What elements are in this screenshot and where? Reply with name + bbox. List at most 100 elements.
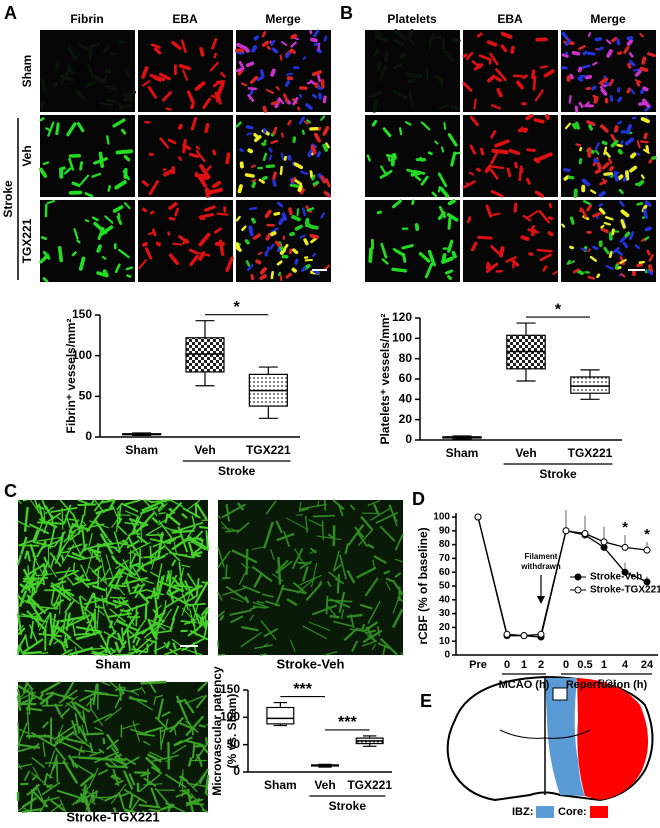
micrograph-detail (237, 247, 240, 250)
micrograph-detail (247, 261, 249, 265)
micrograph-detail (386, 54, 388, 61)
micrograph-detail (247, 127, 252, 128)
micrograph-detail (56, 64, 57, 70)
micrograph-detail (168, 233, 169, 235)
micrograph-detail (310, 226, 317, 227)
micrograph-detail (609, 159, 611, 163)
micrograph-detail (199, 725, 206, 726)
micrograph-detail (144, 244, 146, 245)
micrograph-detail (45, 763, 68, 764)
micrograph-detail (300, 95, 301, 97)
y-axis-label: rCBF (% of baseline) (416, 527, 430, 644)
micrograph-detail (615, 175, 617, 180)
micrograph-detail (587, 77, 590, 78)
micrograph-detail (379, 63, 380, 69)
micrograph-detail (616, 265, 617, 268)
micrograph-detail (603, 229, 608, 231)
micrograph-detail (313, 176, 315, 180)
group-label: Stroke (218, 464, 256, 478)
micrograph-detail (261, 276, 265, 278)
micrograph-detail (454, 40, 459, 41)
micrograph-detail (267, 212, 270, 217)
micrograph-detail (443, 255, 444, 261)
y-tick-label: 70 (439, 553, 451, 564)
micrograph-detail (41, 118, 43, 120)
micrograph-detail (370, 249, 371, 261)
micrograph-detail (474, 100, 475, 109)
micrograph-detail (197, 147, 199, 149)
micrograph-detail (37, 613, 38, 623)
core-swatch (590, 806, 608, 818)
x-tick-label: Sham (264, 778, 297, 792)
micrograph-detail (250, 227, 251, 234)
micrograph-detail (180, 126, 181, 128)
micrograph-detail (571, 76, 572, 78)
micrograph-detail (57, 124, 58, 134)
micrograph-detail (478, 169, 480, 170)
micrograph-detail (584, 52, 585, 53)
micrograph-detail (493, 151, 506, 152)
micrograph-detail (498, 90, 501, 96)
micrograph-detail (563, 55, 567, 57)
micrograph-detail (610, 252, 611, 256)
micrograph-detail (595, 98, 596, 102)
micrograph-detail (594, 214, 600, 216)
micrograph-detail (516, 163, 517, 166)
micrograph-detail (179, 157, 181, 160)
micrograph-detail (144, 209, 146, 210)
micrograph-detail (241, 150, 243, 151)
micrograph-detail (631, 168, 635, 171)
y-tick-label: 100 (392, 331, 412, 345)
micrograph-detail (605, 174, 612, 175)
micrograph-detail (253, 47, 255, 50)
micrograph-detail (290, 209, 291, 213)
micrograph-detail (311, 172, 312, 177)
micrograph-detail (601, 226, 603, 227)
micrograph-detail (272, 41, 274, 43)
y-tick-label: 30 (439, 608, 451, 619)
micrograph-detail (308, 208, 313, 210)
box (571, 377, 609, 393)
micrograph-detail (624, 243, 626, 246)
micrograph-detail (311, 236, 317, 238)
x-tick-label: TGX221 (347, 778, 392, 792)
micrograph-detail (314, 95, 316, 97)
micrograph-detail (621, 141, 622, 144)
micrograph-detail (574, 53, 579, 54)
panel-letter: D (412, 489, 425, 509)
micrograph-detail (439, 187, 440, 191)
micrograph-detail (449, 277, 451, 279)
y-axis-label: Platelets⁺ vessels/mm² (378, 313, 392, 444)
micrograph-detail (23, 652, 42, 654)
x-group-label: Reperfusion (h) (566, 679, 648, 691)
micrograph-detail (104, 738, 105, 744)
micrograph-detail (293, 217, 299, 220)
micrograph-detail (118, 151, 131, 152)
annotation-arrowhead (537, 596, 545, 604)
micrograph-detail (593, 87, 595, 88)
row-label: Veh (20, 145, 34, 166)
micrograph-detail (508, 169, 510, 176)
micrograph-detail (521, 169, 522, 172)
data-point (475, 514, 481, 520)
micrograph-detail (541, 66, 547, 67)
micrograph-detail (60, 248, 61, 261)
micrograph-detail (450, 201, 454, 203)
y-tick-label: 0 (405, 432, 412, 446)
micrograph-detail (619, 98, 621, 100)
box (186, 338, 224, 372)
data-point (504, 631, 510, 637)
micrograph-detail (640, 103, 646, 104)
micrograph-detail (318, 76, 319, 81)
micrograph-detail (252, 166, 255, 167)
micrograph-detail (618, 122, 621, 124)
micrograph-detail (374, 101, 376, 111)
micrograph-detail (246, 241, 248, 243)
micrograph-detail (276, 242, 279, 245)
micrograph-detail (218, 654, 225, 655)
y-tick-label: 10 (439, 636, 451, 647)
micrograph-detail (524, 76, 526, 78)
micrograph-detail (389, 157, 390, 161)
micrograph-detail (535, 159, 538, 161)
micrograph-detail (644, 88, 647, 89)
